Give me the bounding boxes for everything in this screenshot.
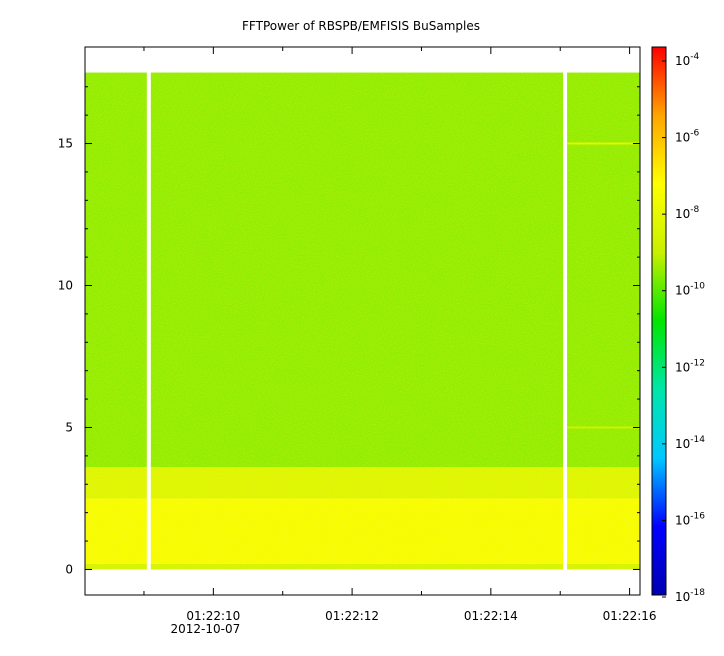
colorbar-tick-label: 10-16 <box>675 511 705 527</box>
noise-texture <box>85 72 640 570</box>
colorbar-tick-label: 10-12 <box>675 358 705 374</box>
colorbar-tick-exponent: -18 <box>690 588 705 598</box>
colorbar-tick-base: 10 <box>675 284 690 298</box>
data-gap <box>146 71 151 571</box>
plot-frame <box>84 46 641 596</box>
x-tick-label: 01:22:10 <box>186 609 240 623</box>
colorbar-tick-label: 10-10 <box>675 282 705 298</box>
x-tick-label: 01:22:14 <box>464 609 518 623</box>
colorbar-tick-exponent: -10 <box>690 282 705 292</box>
colorbar-tick-exponent: -8 <box>690 205 699 215</box>
y-tick-label: 10 <box>58 279 73 293</box>
colorbar-tick-base: 10 <box>675 513 690 527</box>
y-tick-label: 15 <box>58 137 73 151</box>
colorbar-tick-base: 10 <box>675 207 690 221</box>
data-gap <box>563 71 568 571</box>
colorbar-tick-label: 10-14 <box>675 435 705 451</box>
chart-title: FFTPower of RBSPB/EMFISIS BuSamples <box>242 19 480 33</box>
y-axis: 0 5 10 15 <box>58 86 640 576</box>
colorbar-tick-base: 10 <box>675 131 690 145</box>
x-tick-label: 01:22:16 <box>603 609 657 623</box>
colorbar-tick-label: 10-18 <box>675 588 705 604</box>
colorbar-tick-base: 10 <box>675 54 690 68</box>
colorbar-frame <box>651 46 667 596</box>
colorbar-tick-label: 10-8 <box>675 205 700 221</box>
narrowband-lines <box>567 142 640 429</box>
data-gaps <box>146 71 568 571</box>
colorbar-tick-exponent: -6 <box>690 129 699 139</box>
colorbar-tick-base: 10 <box>675 590 690 604</box>
colorbar-tick-exponent: -14 <box>690 435 705 445</box>
colorbar-ramp <box>652 47 666 595</box>
colorbar-tick-label: 10-6 <box>675 129 700 145</box>
y-tick-label: 0 <box>65 562 73 576</box>
colorbar-tick-exponent: -12 <box>690 358 705 368</box>
x-tick-date: 2012-10-07 <box>170 622 240 636</box>
colorbar-tick-label: 10-4 <box>675 52 700 68</box>
colorbar-tick-exponent: -16 <box>690 511 705 521</box>
plot-area <box>84 46 641 596</box>
colorbar-tick-base: 10 <box>675 360 690 374</box>
y-tick-label: 5 <box>65 420 73 434</box>
colorbar-tick-base: 10 <box>675 437 690 451</box>
colorbar-tick-exponent: -4 <box>690 52 699 62</box>
x-tick-label: 01:22:12 <box>325 609 379 623</box>
